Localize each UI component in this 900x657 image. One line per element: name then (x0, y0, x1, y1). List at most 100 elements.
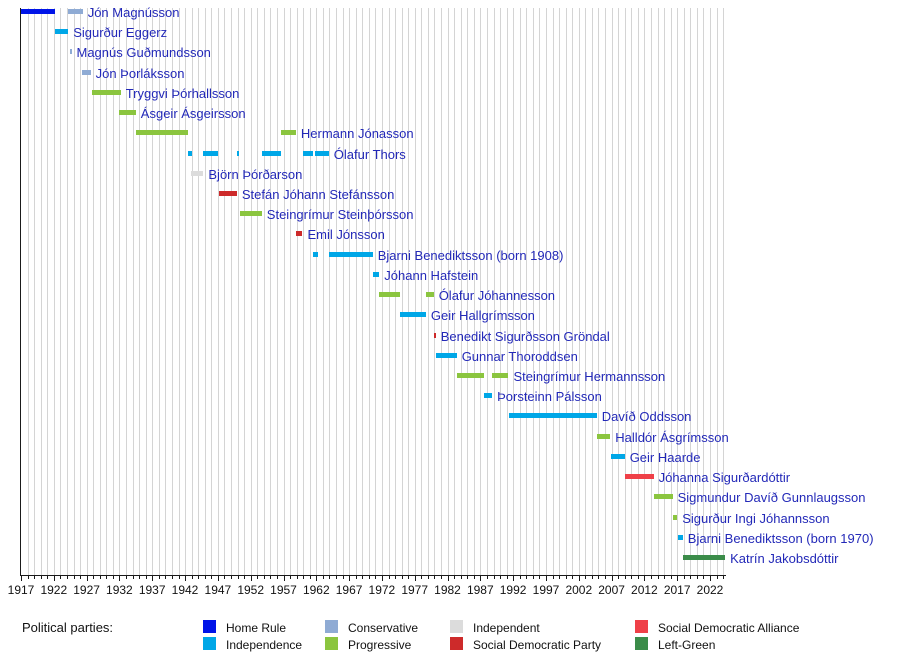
person-label[interactable]: Ásgeir Ásgeirsson (140, 106, 246, 122)
person-label[interactable]: Benedikt Sigurðsson Gröndal (440, 328, 610, 344)
person-label[interactable]: Tryggvi Þórhallsson (125, 86, 240, 102)
person-label[interactable]: Hermann Jónasson (300, 126, 414, 142)
minor-tick (342, 576, 344, 579)
term-bar-independence (315, 150, 329, 156)
year-gridline (53, 8, 55, 575)
minor-tick (296, 576, 298, 579)
term-bar-progressive (91, 89, 121, 95)
major-tick (119, 576, 121, 581)
year-gridline (165, 8, 167, 575)
term-bar-independence (372, 271, 380, 277)
minor-tick (224, 576, 226, 579)
term-bar-progressive (653, 494, 673, 500)
year-gridline (500, 8, 501, 575)
person-label[interactable]: Þorsteinn Pálsson (497, 389, 602, 405)
minor-tick (631, 576, 633, 579)
year-gridline (86, 8, 88, 575)
person-label[interactable]: Jóhann Hafstein (384, 268, 479, 284)
term-bar-conservative (82, 69, 91, 75)
person-label[interactable]: Davíð Oddsson (601, 409, 692, 425)
minor-tick (126, 576, 127, 579)
year-gridline (723, 8, 725, 575)
minor-tick (145, 576, 147, 579)
minor-tick (211, 576, 213, 579)
minor-tick (421, 576, 423, 579)
x-axis-tick-label: 1922 (40, 583, 68, 597)
minor-tick (158, 576, 160, 579)
year-gridline (263, 8, 265, 575)
person-label[interactable]: Bjarni Benediktsson (born 1908) (377, 247, 564, 263)
person-label[interactable]: Stefán Jóhann Stefánsson (241, 187, 395, 203)
year-gridline (395, 8, 396, 575)
person-label[interactable]: Ólafur Thors (333, 146, 406, 162)
term-bar-conservative (69, 49, 72, 55)
minor-tick (526, 576, 528, 579)
person-label[interactable]: Steingrímur Hermannsson (513, 369, 666, 385)
minor-tick (441, 576, 442, 579)
year-gridline (506, 8, 508, 575)
year-gridline (565, 8, 567, 575)
year-gridline (572, 8, 574, 575)
person-label[interactable]: Geir Hallgrímsson (430, 308, 535, 324)
legend-label-progressive: Progressive (348, 638, 412, 652)
term-bar-progressive (239, 211, 262, 217)
minor-tick (565, 576, 567, 579)
year-gridline (342, 8, 344, 575)
minor-tick (336, 576, 337, 579)
person-label[interactable]: Emil Jónsson (307, 227, 385, 243)
person-label[interactable]: Geir Haarde (629, 449, 701, 465)
person-label[interactable]: Jóhanna Sigurðardóttir (658, 470, 791, 486)
minor-tick (178, 576, 180, 579)
year-gridline (132, 8, 134, 575)
person-label[interactable]: Sigmundur Davíð Gunnlaugsson (677, 490, 866, 506)
term-bar-progressive (456, 373, 484, 378)
minor-tick (572, 576, 574, 579)
minor-tick (460, 576, 462, 579)
minor-tick (473, 576, 475, 579)
legend-swatch-home_rule (203, 620, 216, 633)
x-axis-tick-label: 1962 (302, 583, 330, 597)
year-gridline (585, 8, 587, 575)
year-gridline (145, 8, 147, 575)
year-gridline (99, 8, 101, 575)
year-gridline (552, 8, 554, 575)
person-label[interactable]: Sigurður Ingi Jóhannsson (682, 510, 830, 526)
term-bar-independence (328, 251, 373, 257)
year-gridline (224, 8, 226, 575)
person-label[interactable]: Magnús Guðmundsson (76, 45, 211, 61)
term-bar-independence (203, 150, 219, 156)
minor-tick (519, 576, 521, 579)
year-gridline (421, 8, 423, 575)
person-label[interactable]: Halldór Ásgrímsson (615, 429, 729, 445)
person-label[interactable]: Gunnar Thoroddsen (461, 348, 578, 364)
year-gridline (716, 8, 718, 575)
minor-tick (244, 576, 246, 579)
person-label[interactable]: Steingrímur Steinþórsson (266, 207, 414, 223)
person-label[interactable]: Jón Magnússon (87, 5, 180, 21)
legend-swatch-independent (450, 620, 463, 633)
minor-tick (368, 576, 370, 579)
year-gridline (217, 8, 219, 575)
year-gridline (441, 8, 442, 575)
x-axis-tick-label: 1967 (335, 583, 363, 597)
year-gridline (486, 8, 488, 575)
person-label[interactable]: Katrín Jakobsdóttir (730, 551, 839, 567)
person-label[interactable]: Ólafur Jóhannesson (438, 288, 556, 304)
minor-tick (198, 576, 200, 579)
person-label[interactable]: Björn Þórðarson (208, 166, 303, 182)
person-label[interactable]: Sigurður Eggerz (73, 25, 168, 41)
person-label[interactable]: Bjarni Benediktsson (born 1970) (687, 530, 874, 546)
x-axis-line (20, 575, 726, 576)
major-tick (152, 576, 154, 581)
year-gridline (611, 8, 613, 575)
year-gridline (519, 8, 521, 575)
person-label[interactable]: Jón Þorláksson (95, 65, 185, 81)
year-gridline (677, 8, 679, 575)
year-gridline (73, 8, 75, 575)
year-gridline (539, 8, 541, 575)
minor-tick (559, 576, 561, 579)
minor-tick (355, 576, 357, 579)
year-gridline (290, 8, 291, 575)
year-gridline (211, 8, 213, 575)
x-axis-tick-label: 1992 (499, 583, 527, 597)
